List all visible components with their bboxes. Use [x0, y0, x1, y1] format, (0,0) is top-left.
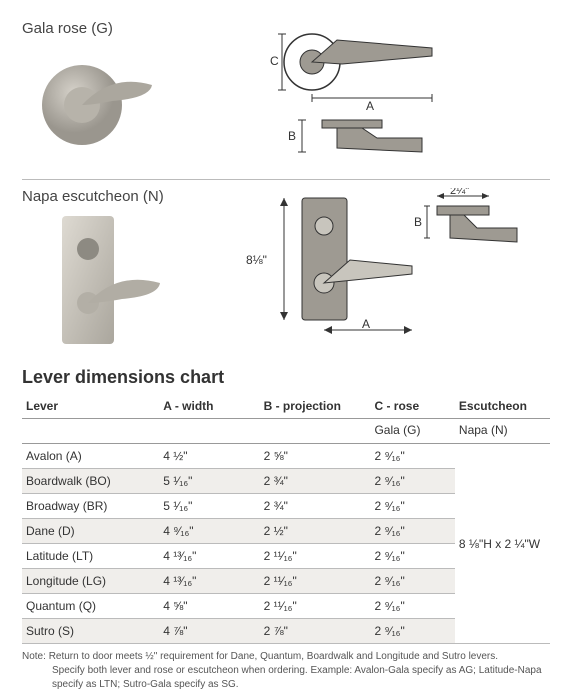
cell-c: 2 ⁹⁄₁₆" [370, 544, 454, 569]
dim-height-label: 8⅛" [246, 253, 267, 267]
cell-lever: Quantum (Q) [22, 594, 159, 619]
col-lever: Lever [22, 394, 159, 419]
col-a: A - width [159, 394, 259, 419]
cell-lever: Broadway (BR) [22, 494, 159, 519]
product-right-2: 8⅛" A 2¼" B [242, 188, 550, 338]
cell-c: 2 ⁹⁄₁₆" [370, 444, 454, 469]
escutcheon-cell: 8 ⅛"H x 2 ¼"W [455, 444, 550, 644]
sub-blank2 [159, 419, 259, 444]
diagram-napa: 8⅛" A 2¼" B [242, 188, 532, 338]
table-row: Avalon (A)4 ½"2 ⅝"2 ⁹⁄₁₆"8 ⅛"H x 2 ¼"W [22, 444, 550, 469]
cell-a: 4 ¹³⁄₁₆" [159, 569, 259, 594]
dim-c-label: C [270, 54, 279, 68]
cell-lever: Boardwalk (BO) [22, 469, 159, 494]
cell-c: 2 ⁹⁄₁₆" [370, 519, 454, 544]
cell-b: 2 ¾" [260, 494, 371, 519]
table-body: Avalon (A)4 ½"2 ⅝"2 ⁹⁄₁₆"8 ⅛"H x 2 ¼"WBo… [22, 444, 550, 644]
cell-b: 2 ¾" [260, 469, 371, 494]
cell-b: 2 ¹¹⁄₁₆" [260, 594, 371, 619]
cell-a: 4 ⅝" [159, 594, 259, 619]
product-label-napa: Napa escutcheon (N) [22, 188, 222, 205]
cell-b: 2 ⅝" [260, 444, 371, 469]
col-b: B - projection [260, 394, 371, 419]
dim-b2-label: B [414, 215, 422, 229]
note-line1: Return to door meets ½" requirement for … [49, 651, 498, 662]
cell-b: 2 ¹¹⁄₁₆" [260, 569, 371, 594]
cell-c: 2 ⁹⁄₁₆" [370, 594, 454, 619]
product-label-gala: Gala rose (G) [22, 20, 222, 37]
diagram-gala-rose: C A B [242, 20, 522, 165]
cell-a: 4 ½" [159, 444, 259, 469]
cell-a: 4 ⁹⁄₁₆" [159, 519, 259, 544]
cell-a: 5 ¹⁄₁₆" [159, 494, 259, 519]
cell-b: 2 ⅞" [260, 619, 371, 644]
note-line2: Specify both lever and rose or escutcheo… [22, 664, 550, 692]
dim-a2-label: A [362, 317, 370, 331]
product-left: Gala rose (G) [22, 20, 222, 153]
dim-b-label: B [288, 129, 296, 143]
cell-lever: Dane (D) [22, 519, 159, 544]
table-subheader-row: Gala (G) Napa (N) [22, 419, 550, 444]
cell-a: 4 ¹³⁄₁₆" [159, 544, 259, 569]
col-c: C - rose [370, 394, 454, 419]
note-prefix: Note: [22, 651, 46, 662]
cell-c: 2 ⁹⁄₁₆" [370, 569, 454, 594]
col-escutcheon: Escutcheon [455, 394, 550, 419]
dimensions-table: Lever A - width B - projection C - rose … [22, 394, 550, 644]
cell-a: 5 ¹⁄₁₆" [159, 469, 259, 494]
product-right: C A B [242, 20, 550, 165]
product-napa-escutcheon: Napa escutcheon (N) 8⅛" A [22, 180, 550, 357]
photo-gala-rose [22, 43, 162, 153]
cell-c: 2 ⁹⁄₁₆" [370, 619, 454, 644]
table-header-row: Lever A - width B - projection C - rose … [22, 394, 550, 419]
dim-a-label: A [366, 99, 374, 113]
cell-b: 2 ¹¹⁄₁₆" [260, 544, 371, 569]
dim-width-label: 2¼" [450, 188, 469, 197]
chart-title: Lever dimensions chart [22, 367, 550, 388]
cell-b: 2 ½" [260, 519, 371, 544]
footnote: Note: Return to door meets ½" requiremen… [22, 650, 550, 692]
sub-gala: Gala (G) [370, 419, 454, 444]
cell-lever: Avalon (A) [22, 444, 159, 469]
cell-lever: Longitude (LG) [22, 569, 159, 594]
photo-napa [22, 211, 172, 351]
sub-napa: Napa (N) [455, 419, 550, 444]
sub-blank3 [260, 419, 371, 444]
cell-a: 4 ⅞" [159, 619, 259, 644]
cell-c: 2 ⁹⁄₁₆" [370, 469, 454, 494]
sub-blank1 [22, 419, 159, 444]
cell-lever: Latitude (LT) [22, 544, 159, 569]
cell-c: 2 ⁹⁄₁₆" [370, 494, 454, 519]
cell-lever: Sutro (S) [22, 619, 159, 644]
product-left-2: Napa escutcheon (N) [22, 188, 222, 351]
product-gala-rose: Gala rose (G) C A [22, 12, 550, 180]
